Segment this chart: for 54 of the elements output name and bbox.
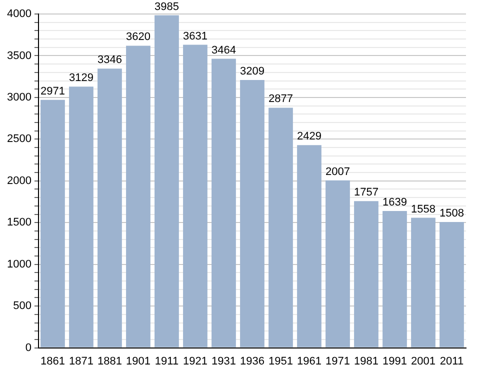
x-tick-label: 1921 — [182, 355, 208, 368]
bar — [440, 222, 464, 348]
data-label: 1639 — [382, 196, 407, 209]
x-tick-label: 1936 — [240, 355, 264, 368]
bar — [40, 100, 65, 348]
data-label: 3985 — [154, 0, 179, 13]
data-label: 3346 — [97, 54, 122, 66]
x-tick-label: 1861 — [40, 355, 65, 368]
data-label: 3620 — [126, 31, 150, 44]
bar — [240, 80, 264, 348]
x-tick-label: 1911 — [154, 355, 179, 368]
bar — [183, 44, 208, 348]
data-label: 2007 — [326, 166, 350, 178]
bar — [98, 68, 122, 348]
bar — [212, 58, 236, 348]
x-tick-label: 1971 — [326, 355, 350, 368]
bar — [411, 218, 436, 348]
bar — [354, 201, 378, 348]
x-tick-label: 1991 — [382, 355, 407, 368]
y-tick-label: 2000 — [6, 174, 32, 187]
y-tick-label: 3500 — [6, 50, 32, 62]
bar — [382, 211, 407, 348]
x-tick-label: 2001 — [411, 355, 436, 368]
data-label: 1558 — [411, 203, 436, 216]
bar — [268, 108, 293, 348]
bar — [69, 86, 94, 348]
bar — [297, 145, 322, 348]
x-tick-label: 1961 — [296, 355, 322, 368]
x-tick-label: 1901 — [126, 355, 150, 368]
data-label: 2877 — [268, 93, 293, 106]
y-tick-label: 1500 — [6, 216, 32, 229]
data-label: 3129 — [68, 72, 94, 84]
x-tick-label: 1951 — [268, 355, 293, 368]
y-tick-label: 4000 — [6, 8, 32, 20]
x-tick-label: 2011 — [440, 355, 464, 368]
data-label: 1757 — [354, 186, 378, 199]
data-label: 2429 — [296, 130, 322, 143]
y-tick-label: 0 — [25, 342, 32, 354]
x-tick-label: 1871 — [68, 355, 94, 368]
y-tick-label: 500 — [13, 300, 32, 312]
y-tick-label: 2500 — [6, 133, 32, 146]
x-tick-label: 1981 — [354, 355, 378, 368]
data-label: 2971 — [40, 85, 65, 98]
x-tick-label: 1881 — [97, 355, 122, 368]
data-label: 3464 — [211, 44, 236, 56]
bar — [126, 46, 150, 348]
bar — [154, 15, 179, 348]
data-label: 3209 — [240, 66, 264, 78]
x-tick-label: 1931 — [211, 355, 236, 368]
y-tick-label: 1000 — [6, 258, 32, 270]
bar — [326, 180, 350, 348]
y-tick-label: 3000 — [6, 91, 32, 104]
data-label: 3631 — [182, 30, 208, 42]
data-label: 1508 — [440, 207, 464, 220]
